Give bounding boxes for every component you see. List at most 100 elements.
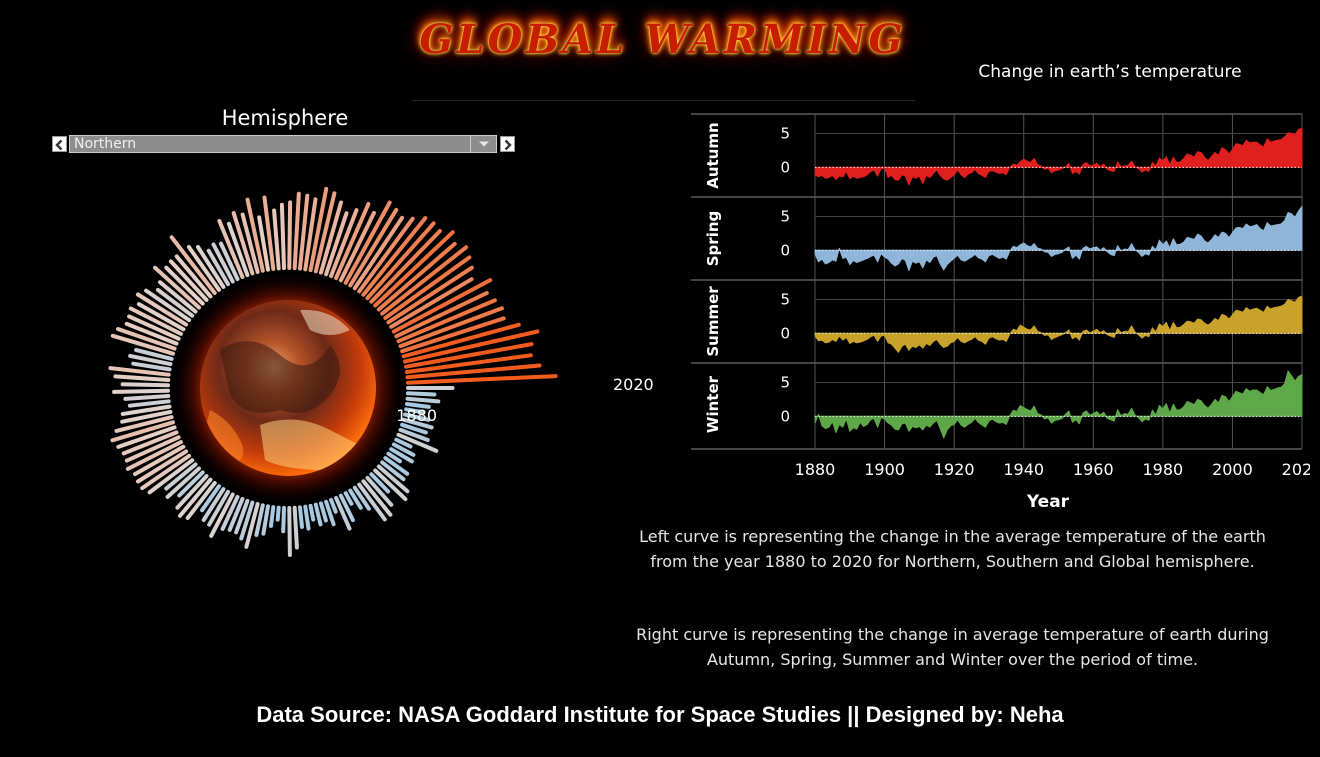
next-hemisphere-button[interactable] [500,136,515,152]
radial-bar-1950 [112,388,170,394]
hemisphere-dropdown[interactable]: Northern [69,135,497,153]
panel-autumn: 0 5 Autumn [704,122,1303,189]
radial-temperature-chart: 1880 2020 [108,186,654,557]
radial-bar-1929 [200,484,221,513]
radial-bar-2006 [380,245,469,316]
radial-bar-1958 [116,327,177,351]
radial-bar-2017 [404,342,534,369]
seasonal-area-chart: 0 5 Autumn 0 5 Spring 0 5 Summer 0 5 Winter 1880 1900… [691,113,1310,512]
radial-bar-1965 [155,287,195,318]
radial-bar-1996 [338,210,376,283]
dropdown-toggle[interactable] [470,136,496,152]
radial-bar-1977 [217,219,245,279]
radial-bar-1995 [334,202,371,281]
radial-bar-1911 [308,503,316,522]
panel-summer: 0 5 Summer [704,286,1303,357]
radial-bar-2001 [361,216,428,297]
title-divider [412,100,915,101]
radial-bar-1964 [144,288,192,323]
radial-bar-1937 [140,453,192,491]
y-tick-autumn-0: 0 [780,158,790,176]
radial-bar-1917 [275,505,281,522]
radial-bar-1902 [352,485,371,511]
x-tick-2000: 2000 [1212,460,1253,479]
x-tick-1940: 1940 [1003,460,1044,479]
radial-bar-2018 [404,353,533,374]
radial-bar-1896 [376,464,410,494]
radial-bar-2000 [357,216,415,294]
radial-bar-1881 [405,391,437,397]
y-tick-autumn-5: 5 [780,125,790,143]
x-tick-1900: 1900 [864,460,905,479]
radial-end-year-label: 2020 [613,375,654,394]
radial-bar-1963 [135,292,189,327]
x-tick-1980: 1980 [1142,460,1183,479]
series-label-winter: Winter [704,375,722,433]
radial-bar-1975 [211,242,235,284]
radial-bar-1972 [186,245,221,292]
radial-bar-1882 [405,396,441,404]
radial-bar-1921 [244,502,260,549]
burning-earth-image [170,270,406,506]
radial-bar-1967 [153,265,201,310]
radial-bar-1939 [133,444,186,477]
radial-bar-1994 [329,208,359,278]
radial-bar-2002 [365,221,436,301]
series-label-spring: Spring [704,211,722,267]
radial-bar-1986 [287,200,293,270]
area-winter [814,370,1303,439]
radial-bar-1905 [338,493,355,523]
chevron-right-icon [504,139,512,151]
radial-bar-1979 [231,211,255,276]
radial-bar-1970 [174,254,213,299]
area-autumn [814,127,1303,186]
radial-bar-1983 [262,195,276,271]
radial-bar-1889 [396,432,439,453]
radial-bar-1936 [147,458,195,495]
radial-bar-1989 [303,197,318,272]
radial-bar-1895 [380,460,406,482]
radial-bar-1908 [324,499,336,527]
y-tick-summer-0: 0 [780,324,790,342]
radial-bar-1984 [272,208,281,271]
radial-bar-1890 [394,437,413,449]
radial-bars [108,186,558,557]
radial-bar-1976 [219,241,240,282]
right-chart-description: Right curve is representing the change i… [636,625,1269,669]
radial-bar-1935 [164,462,198,491]
chart-subtitle: Change in earth’s temperature [978,62,1242,82]
radial-bar-1962 [136,302,186,332]
radial-bar-1956 [134,348,174,361]
radial-bar-1898 [369,472,391,494]
radial-bar-1897 [373,468,408,502]
previous-hemisphere-button[interactable] [52,136,67,152]
radial-bar-1998 [348,207,399,288]
radial-bar-1987 [292,191,301,271]
radial-bar-1948 [127,399,171,408]
radial-bar-2004 [373,230,455,308]
radial-bar-1928 [201,487,226,522]
radial-bar-2007 [383,255,472,320]
radial-bar-1957 [110,333,175,356]
radial-bar-1985 [279,202,286,271]
radial-bar-2015 [401,322,521,359]
radial-bar-1916 [281,505,286,534]
radial-bar-1888 [398,427,430,442]
radial-bar-1992 [319,200,343,275]
chevron-down-icon [478,141,489,147]
radial-bar-1953 [108,366,171,377]
radial-bar-1951 [120,382,170,388]
radial-bar-1891 [391,442,416,457]
radial-bar-1990 [308,186,329,273]
radial-bar-2019 [405,363,542,380]
y-tick-winter-0: 0 [780,407,790,425]
radial-bar-1959 [124,321,179,346]
radial-bar-1900 [361,479,393,517]
y-tick-spring-5: 5 [780,208,790,226]
radial-bar-1969 [168,259,209,302]
radial-bar-1910 [313,502,323,527]
radial-bar-1949 [123,394,171,401]
radial-bar-1938 [135,449,189,484]
radial-bar-1999 [352,215,405,291]
radial-bar-1952 [113,374,171,382]
